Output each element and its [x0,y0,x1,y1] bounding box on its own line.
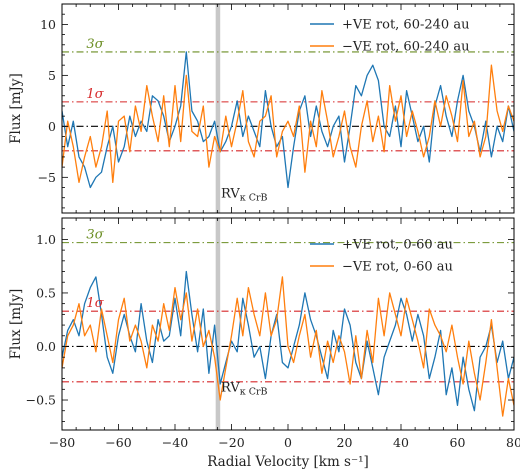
rv-annotation: RVκ CrB [221,380,267,397]
rv-band [215,218,221,430]
x-tick-label: 20 [337,435,353,450]
y-tick-label: 10 [40,17,56,32]
y-tick-label: −0.5 [26,393,56,408]
y-tick-label: 0 [48,119,56,134]
x-tick-label: −80 [49,435,75,450]
legend-label: +VE rot, 60-240 au [342,18,469,33]
series-line-positive [62,51,514,189]
rv-annotation: RVκ CrB [221,187,267,204]
y-tick-label: 0.5 [36,285,56,300]
x-tick-label: −40 [162,435,188,450]
legend: +VE rot, 60-240 au −VE rot, 60-240 au [310,18,469,55]
y-tick-label: −5 [38,170,56,185]
y-tick-label: 0.0 [36,339,56,354]
x-tick-label: −60 [105,435,131,450]
panel-bottom: 1σ 3σ RVκ CrB −80 −60 −40 −20 0 20 40 60 80 −0.5 0.0 0… [8,217,520,470]
series-line-positive [62,270,514,412]
legend-label: −VE rot, 0-60 au [342,260,453,275]
y-tick-label: 5 [48,68,56,83]
series-line-negative [62,64,514,184]
x-tick-label: −20 [218,435,244,450]
sigma-label: 3σ [86,37,104,52]
x-tick-label: 40 [393,435,409,450]
rv-band [215,4,221,213]
x-tick-label: 80 [506,435,520,450]
y-tick-label: 1.0 [36,232,56,247]
legend-label: +VE rot, 0-60 au [342,238,453,253]
sigma-label: 3σ [86,228,104,243]
y-axis-label: Flux [mJy] [8,289,24,360]
x-axis-label: Radial Velocity [km s⁻¹] [207,454,369,470]
plot-area [62,4,514,213]
series-line-negative [62,276,514,417]
legend-label: −VE rot, 60-240 au [342,40,469,55]
x-tick-label: 0 [284,435,292,450]
panel-top: 1σ 3σ RVκ CrB −5 0 5 10 Flux [mJy] +VE rot, 60-2… [8,3,515,214]
x-tick-label: 60 [450,435,466,450]
legend: +VE rot, 0-60 au −VE rot, 0-60 au [310,238,453,275]
sigma-label: 1σ [86,296,104,311]
sigma-label: 1σ [86,87,104,102]
y-axis-label: Flux [mJy] [8,73,24,144]
plot-area [62,218,514,430]
